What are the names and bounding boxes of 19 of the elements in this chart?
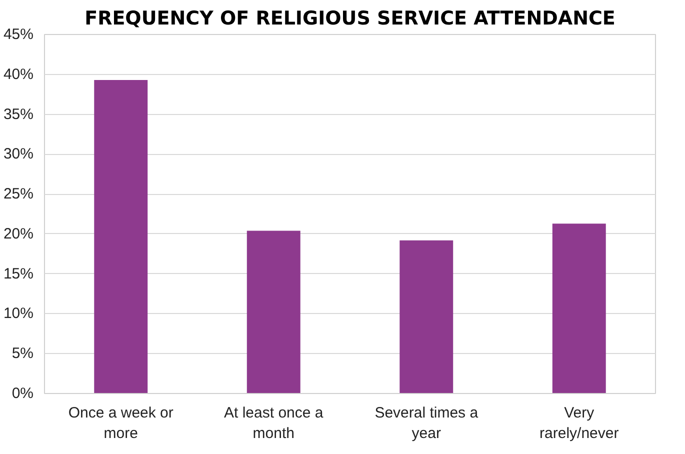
chart-title: FREQUENCY OF RELIGIOUS SERVICE ATTENDANCE [84, 8, 616, 30]
bar [246, 230, 300, 394]
x-tick-label: Once a week or more [68, 404, 174, 442]
y-tick-label: 20% [3, 225, 34, 242]
bar [94, 80, 148, 394]
y-tick-label: 25% [3, 186, 34, 203]
x-tick-label: Very rarely/never [540, 404, 619, 442]
y-tick-label: 0% [12, 385, 34, 402]
x-tick-label: At least once a month [224, 404, 324, 442]
y-tick-label: 15% [3, 265, 34, 282]
y-tick-label: 40% [3, 66, 34, 83]
x-tick-label: Several times a year [374, 404, 479, 442]
bar [400, 240, 454, 394]
y-tick-label: 30% [3, 146, 34, 163]
y-tick-label: 35% [3, 106, 34, 123]
y-tick-label: 45% [3, 26, 34, 43]
y-tick-label: 10% [3, 305, 34, 322]
y-tick-label: 5% [12, 345, 34, 362]
bar [552, 224, 606, 394]
